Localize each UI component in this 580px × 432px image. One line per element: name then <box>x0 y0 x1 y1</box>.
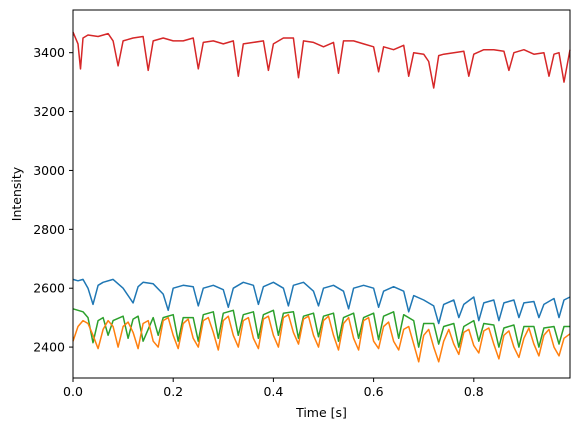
series-line-3 <box>72 308 570 348</box>
x-tick-label: 0.4 <box>263 384 283 399</box>
series-layer <box>72 31 571 363</box>
x-tick-label: 0.6 <box>364 384 384 399</box>
x-axis: 0.0 0.2 0.4 0.6 0.8 <box>63 378 484 399</box>
y-tick-label: 3200 <box>33 104 65 119</box>
y-axis: 2400 2600 2800 3000 3200 3400 <box>33 45 73 355</box>
y-axis-label: Intensity <box>9 166 24 221</box>
y-tick-label: 3000 <box>33 163 65 178</box>
y-tick-label: 2600 <box>33 281 65 296</box>
series-line-1 <box>72 31 571 89</box>
y-tick-label: 2400 <box>33 340 65 355</box>
x-tick-label: 0.0 <box>63 384 83 399</box>
x-tick-label: 0.2 <box>163 384 183 399</box>
y-tick-label: 3400 <box>33 45 65 60</box>
y-tick-label: 2800 <box>33 222 65 237</box>
series-line-4 <box>72 313 571 363</box>
x-tick-label: 0.8 <box>464 384 484 399</box>
series-line-2 <box>72 278 571 325</box>
plot-frame <box>72 9 571 379</box>
x-axis-label: Time [s] <box>295 405 347 420</box>
